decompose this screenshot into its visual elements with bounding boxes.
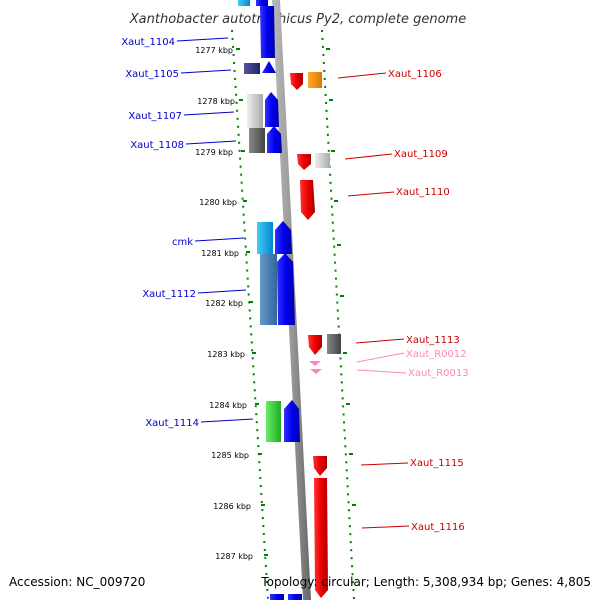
topology-text: Topology: circular; Length: 5,308,934 bp… — [260, 575, 591, 589]
gene-arrow[interactable] — [275, 221, 292, 254]
gene-arrow[interactable] — [265, 92, 279, 127]
gene-label-left[interactable]: cmk — [172, 237, 193, 248]
gene-arrow[interactable] — [267, 126, 282, 153]
kbp-label: 1279 kbp — [195, 148, 233, 157]
kbp-label: 1285 kbp — [211, 451, 249, 460]
gene-label-left[interactable]: Xaut_1104 — [121, 37, 175, 48]
gene-label-right[interactable]: Xaut_1106 — [388, 69, 442, 80]
gene-box[interactable] — [260, 254, 277, 325]
kbp-labels: 1277 kbp 1278 kbp 1279 kbp 1280 kbp 1281… — [195, 46, 253, 561]
gene-box[interactable] — [247, 94, 263, 128]
gene-arrow[interactable] — [297, 154, 311, 170]
gene-label-left[interactable]: Xaut_1108 — [130, 140, 184, 151]
rna-arrow[interactable] — [310, 369, 322, 374]
gene-box[interactable] — [327, 334, 341, 354]
gene-label-left[interactable]: Xaut_1114 — [145, 418, 199, 429]
gene-box[interactable] — [308, 72, 322, 88]
gene-box[interactable] — [266, 401, 281, 442]
gene-arrow[interactable] — [314, 478, 328, 598]
accession-text: Accession: NC_009720 — [9, 575, 145, 589]
forward-genes — [244, 6, 300, 442]
kbp-label: 1287 kbp — [215, 552, 253, 561]
rna-arrow[interactable] — [309, 361, 321, 366]
gene-label-right[interactable]: Xaut_R0013 — [408, 368, 469, 379]
reverse-genes — [290, 72, 341, 598]
gene-shape — [288, 594, 302, 600]
gene-shape — [256, 0, 268, 6]
kbp-label: 1281 kbp — [201, 249, 239, 258]
gene-label-right[interactable]: Xaut_1113 — [406, 335, 460, 346]
gene-arrow[interactable] — [290, 73, 303, 90]
gene-box[interactable] — [249, 128, 265, 153]
gene-shape — [270, 594, 284, 600]
gene-label-right[interactable]: Xaut_1116 — [411, 522, 465, 533]
kbp-label: 1277 kbp — [195, 46, 233, 55]
kbp-label: 1280 kbp — [199, 198, 237, 207]
gene-label-left[interactable]: Xaut_1112 — [142, 289, 196, 300]
gene-label-right[interactable]: Xaut_R0012 — [406, 349, 467, 360]
gene-arrow[interactable] — [313, 456, 327, 476]
gene-arrow[interactable] — [300, 180, 315, 220]
gene-shape — [238, 0, 250, 6]
gene-arrow[interactable] — [284, 400, 300, 442]
gene-box[interactable] — [257, 222, 273, 254]
gene-label-right[interactable]: Xaut_1110 — [396, 187, 450, 198]
gene-label-right[interactable]: Xaut_1109 — [394, 149, 448, 160]
gene-label-left[interactable]: Xaut_1105 — [125, 69, 179, 80]
map-title: Xanthobacter autotrophicus Py2, complete… — [129, 12, 466, 27]
scale-ticks — [236, 48, 356, 556]
kbp-label: 1282 kbp — [205, 299, 243, 308]
gene-arrow[interactable] — [262, 61, 276, 73]
gene-arrow[interactable] — [260, 6, 275, 58]
gene-label-right[interactable]: Xaut_1115 — [410, 458, 464, 469]
gene-box[interactable] — [244, 63, 260, 74]
gene-label-left[interactable]: Xaut_1107 — [128, 111, 182, 122]
kbp-label: 1283 kbp — [207, 350, 245, 359]
kbp-label: 1284 kbp — [209, 401, 247, 410]
gene-arrow[interactable] — [308, 335, 322, 355]
kbp-label: 1286 kbp — [213, 502, 251, 511]
right-gene-labels — [337, 72, 410, 529]
left-gene-labels — [176, 37, 254, 423]
kbp-label: 1278 kbp — [197, 97, 235, 106]
gene-box[interactable] — [315, 153, 330, 168]
gene-arrow[interactable] — [277, 253, 295, 325]
